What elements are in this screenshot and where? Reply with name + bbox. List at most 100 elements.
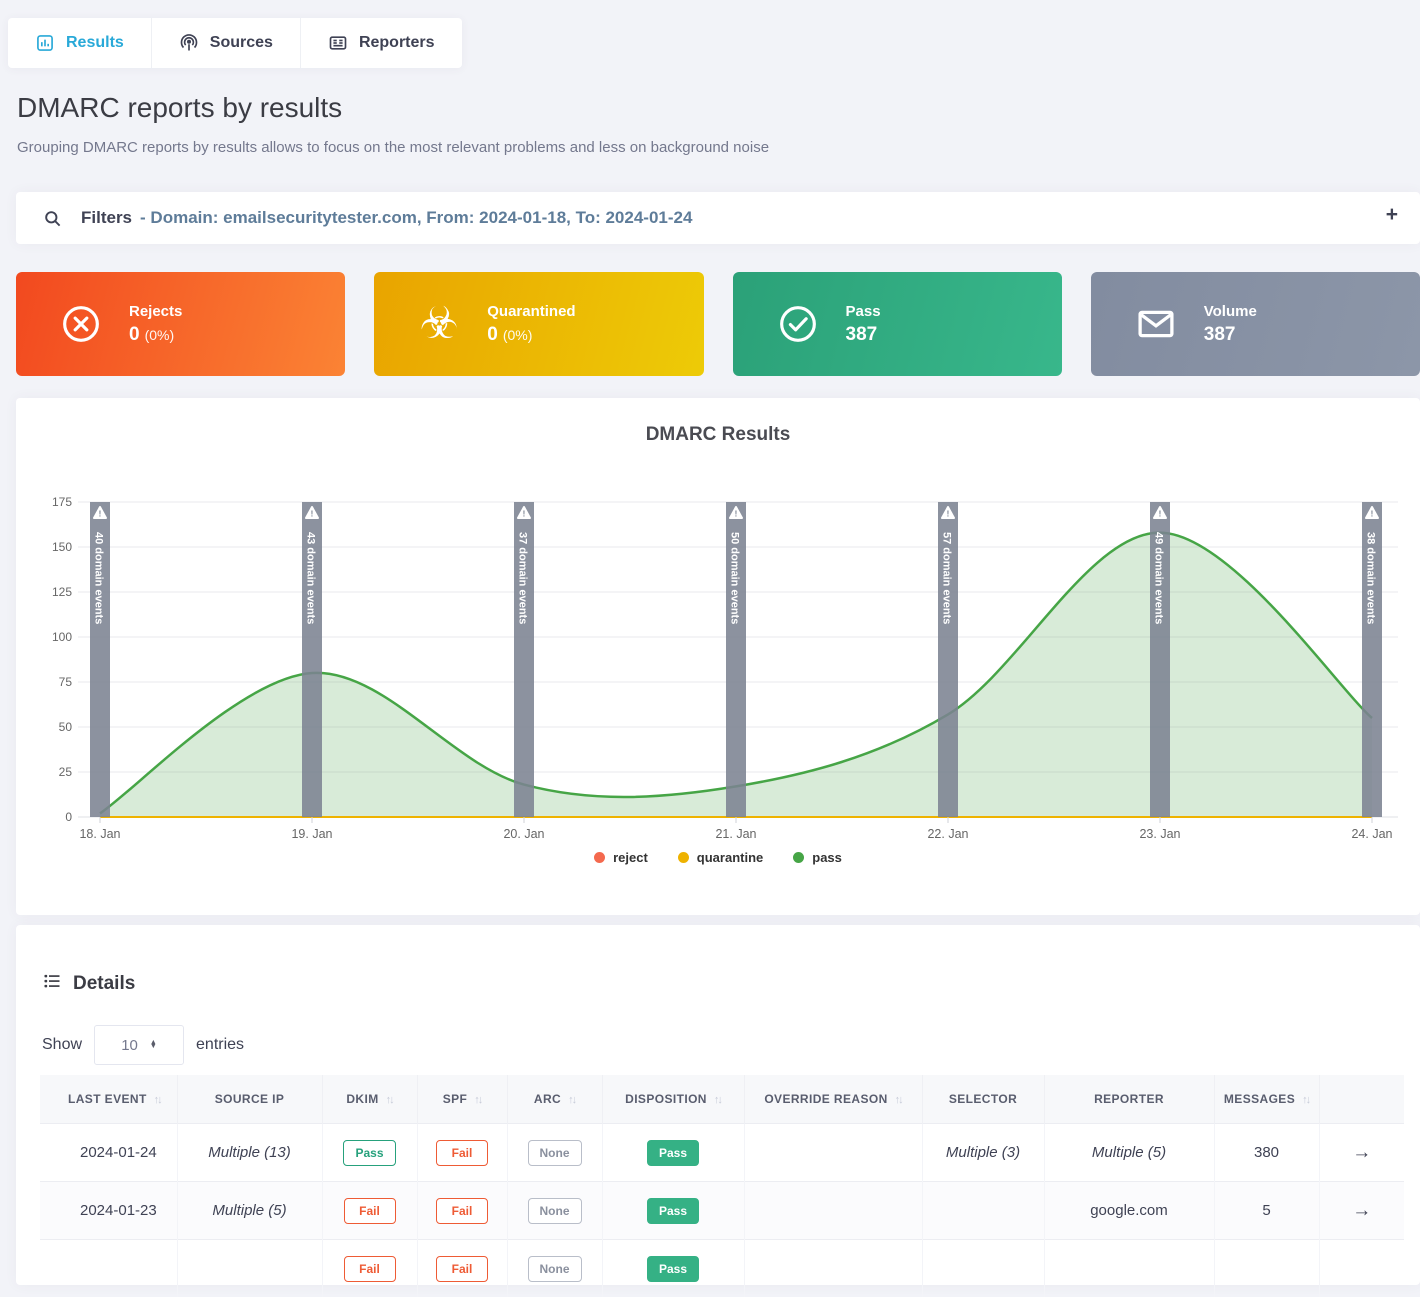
tab-sources-label: Sources	[210, 34, 273, 52]
svg-text:!: !	[947, 510, 950, 519]
cell-last-event	[40, 1240, 177, 1297]
y-tick-label: 0	[65, 810, 72, 824]
dkim-badge: Fail	[344, 1198, 396, 1224]
tab-sources[interactable]: Sources	[152, 18, 301, 68]
card-value: 0	[487, 324, 498, 345]
x-tick-label: 22. Jan	[927, 827, 968, 841]
y-tick-label: 100	[52, 630, 72, 644]
filters-label: Filters	[81, 208, 132, 228]
arc-badge: None	[528, 1198, 582, 1224]
y-tick-label: 25	[59, 765, 73, 779]
cell-source-ip: Multiple (13)	[177, 1124, 322, 1182]
col-disposition[interactable]: DISPOSITION↑↓	[602, 1075, 744, 1124]
cell-dkim: Fail	[322, 1240, 417, 1297]
cell-messages: 5	[1214, 1182, 1319, 1240]
page-size-select[interactable]: 10 ▲▼	[94, 1025, 184, 1065]
view-tabs: Results Sources Reporters	[8, 18, 462, 68]
svg-text:!: !	[99, 510, 102, 519]
y-tick-label: 175	[52, 495, 72, 509]
cell-actions	[1319, 1240, 1404, 1297]
disposition-badge: Pass	[647, 1140, 699, 1166]
stat-card-pass: Pass 387	[733, 272, 1062, 376]
spf-badge: Fail	[436, 1140, 488, 1166]
annotation-label: 37 domain events	[517, 532, 529, 624]
stat-card-volume: Volume 387	[1091, 272, 1420, 376]
show-label: Show	[42, 1036, 82, 1054]
card-value: 387	[846, 324, 878, 345]
legend-item-reject[interactable]: reject	[594, 850, 648, 865]
cell-override-reason	[744, 1124, 922, 1182]
table-row: 2024-01-24 Multiple (13) Pass Fail None …	[40, 1124, 1404, 1182]
page-size-control: Show 10 ▲▼ entries	[42, 1025, 244, 1065]
card-value: 387	[1204, 324, 1236, 345]
annotation-label: 57 domain events	[941, 532, 953, 624]
cell-reporter: google.com	[1044, 1182, 1214, 1240]
tab-results[interactable]: Results	[8, 18, 152, 68]
col-arc[interactable]: ARC↑↓	[507, 1075, 602, 1124]
col-spf[interactable]: SPF↑↓	[417, 1075, 507, 1124]
tab-reporters[interactable]: Reporters	[301, 18, 462, 68]
row-detail-arrow-button[interactable]: →	[1352, 1142, 1371, 1163]
sort-icon: ↑↓	[568, 1094, 575, 1106]
x-tick-label: 19. Jan	[291, 827, 332, 841]
col-override-reason[interactable]: OVERRIDE REASON↑↓	[744, 1075, 922, 1124]
cell-spf: Fail	[417, 1182, 507, 1240]
disposition-badge: Pass	[647, 1198, 699, 1224]
cell-actions: →	[1319, 1124, 1404, 1182]
spf-badge: Fail	[436, 1256, 488, 1282]
x-tick-label: 24. Jan	[1351, 827, 1392, 841]
list-icon	[42, 971, 62, 997]
disposition-badge: Pass	[647, 1256, 699, 1282]
tab-reporters-label: Reporters	[359, 34, 435, 52]
col-messages[interactable]: MESSAGES↑↓	[1214, 1075, 1319, 1124]
col-dkim[interactable]: DKIM↑↓	[322, 1075, 417, 1124]
sort-icon: ↑↓	[714, 1094, 721, 1106]
cell-messages: 380	[1214, 1124, 1319, 1182]
card-label: Pass	[846, 303, 883, 320]
row-detail-arrow-button[interactable]: →	[1352, 1200, 1371, 1221]
cell-selector	[922, 1182, 1044, 1240]
filters-summary: - Domain: emailsecuritytester.com, From:…	[140, 208, 692, 228]
cell-reporter: Multiple (5)	[1044, 1124, 1214, 1182]
details-table: LAST EVENT↑↓ SOURCE IP DKIM↑↓ SPF↑↓ ARC↑…	[40, 1075, 1404, 1297]
x-circle-icon	[58, 303, 104, 345]
cell-disposition: Pass	[602, 1240, 744, 1297]
col-actions	[1319, 1075, 1404, 1124]
bar-chart-icon	[35, 33, 55, 53]
filters-bar[interactable]: Filters - Domain: emailsecuritytester.co…	[16, 192, 1420, 244]
sort-icon: ↑↓	[895, 1094, 902, 1106]
table-row-partial: Fail Fail None Pass	[40, 1240, 1404, 1297]
col-source-ip: SOURCE IP	[177, 1075, 322, 1124]
biohazard-icon: ☣	[416, 302, 462, 346]
expand-filters-button[interactable]: +	[1386, 204, 1398, 225]
col-reporter: REPORTER	[1044, 1075, 1214, 1124]
legend-item-quarantine[interactable]: quarantine	[678, 850, 763, 865]
svg-text:!: !	[523, 510, 526, 519]
legend-item-pass[interactable]: pass	[793, 850, 842, 865]
y-tick-label: 150	[52, 540, 72, 554]
cell-messages	[1214, 1240, 1319, 1297]
newspaper-icon	[328, 33, 348, 53]
col-last-event[interactable]: LAST EVENT↑↓	[40, 1075, 177, 1124]
cell-last-event: 2024-01-23	[40, 1182, 177, 1240]
chart-legend: reject quarantine pass	[16, 850, 1420, 865]
cell-selector	[922, 1240, 1044, 1297]
card-label: Volume	[1204, 303, 1257, 320]
sort-icon: ↑↓	[154, 1094, 161, 1106]
stat-card-quarantined: ☣ Quarantined 0(0%)	[374, 272, 703, 376]
annotation-label: 49 domain events	[1153, 532, 1165, 624]
y-tick-label: 50	[59, 720, 73, 734]
quarantine-legend-dot	[678, 852, 689, 863]
x-tick-label: 23. Jan	[1139, 827, 1180, 841]
details-title: Details	[42, 971, 135, 997]
chart-title: DMARC Results	[16, 424, 1420, 446]
tab-results-label: Results	[66, 34, 124, 52]
arc-badge: None	[528, 1256, 582, 1282]
sort-icon: ↑↓	[474, 1094, 481, 1106]
dkim-badge: Fail	[344, 1256, 396, 1282]
card-label: Rejects	[129, 303, 182, 320]
cell-source-ip	[177, 1240, 322, 1297]
select-arrows-icon: ▲▼	[150, 1041, 157, 1050]
